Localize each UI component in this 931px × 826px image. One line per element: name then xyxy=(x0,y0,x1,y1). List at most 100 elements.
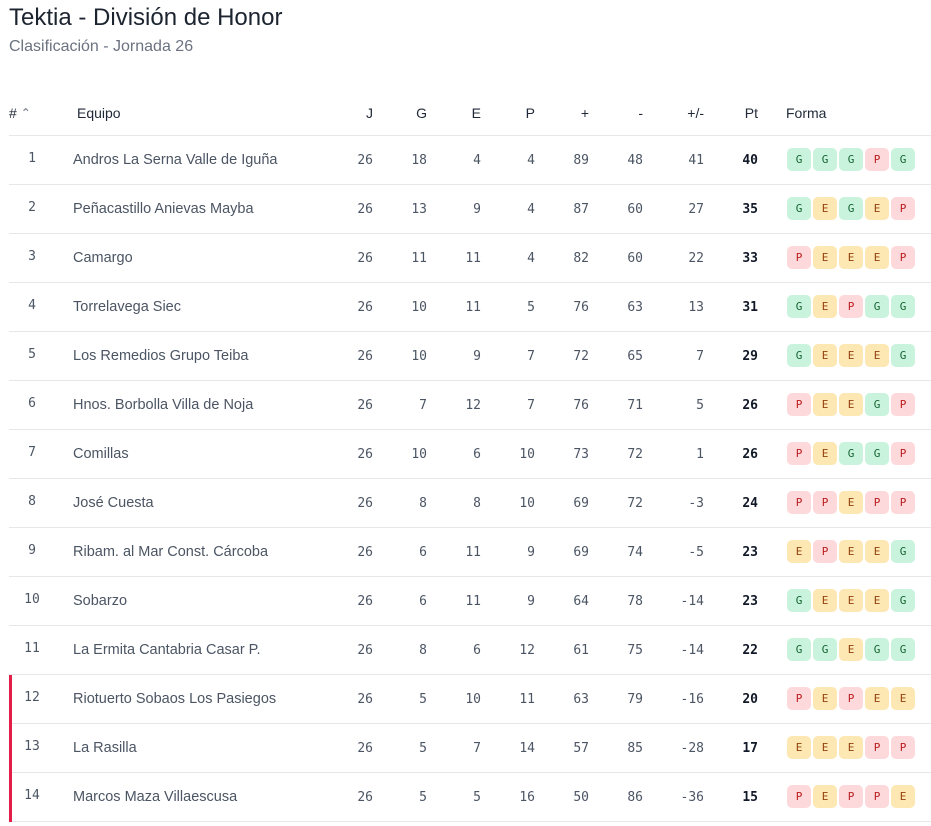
points-cell: 31 xyxy=(742,300,758,315)
lost-cell: 9 xyxy=(527,594,535,609)
form-badge: G xyxy=(787,638,811,661)
team-name[interactable]: Torrelavega Siec xyxy=(73,299,181,315)
table-row[interactable]: 8 José Cuesta 26 8 8 10 69 72 -3 24 P P E P P xyxy=(9,479,931,528)
table-header: # ⌃ Equipo J G E P + - +/- Pt Forma xyxy=(9,90,931,136)
team-name[interactable]: Andros La Serna Valle de Iguña xyxy=(73,152,278,168)
played-cell: 26 xyxy=(357,398,373,413)
form-badge: E xyxy=(787,540,811,563)
team-name[interactable]: Camargo xyxy=(73,250,133,266)
table-row[interactable]: 5 Los Remedios Grupo Teiba 26 10 9 7 72 65 7 29 G E… xyxy=(9,332,931,381)
table-row[interactable]: 14 Marcos Maza Villaescusa 26 5 5 16 50 86 -36 15… xyxy=(9,773,931,822)
team-name[interactable]: La Rasilla xyxy=(73,740,137,756)
table-row[interactable]: 2 Peñacastillo Anievas Mayba 26 13 9 4 87 60 27 3… xyxy=(9,185,931,234)
chevron-up-icon[interactable]: ⌃ xyxy=(20,106,31,120)
team-name[interactable]: Sobarzo xyxy=(73,593,128,609)
table-row[interactable]: 13 La Rasilla 26 5 7 14 57 85 -28 17 E E E P P xyxy=(9,724,931,773)
team-name[interactable]: Los Remedios Grupo Teiba xyxy=(73,348,249,364)
form-badge: P xyxy=(787,442,811,465)
form-badge: G xyxy=(865,442,889,465)
points-cell: 15 xyxy=(742,790,758,805)
table-row[interactable]: 9 Ribam. al Mar Const. Cárcoba 26 6 11 9 69 74 -… xyxy=(9,528,931,577)
form-badge: E xyxy=(839,393,863,416)
team-name[interactable]: Ribam. al Mar Const. Cárcoba xyxy=(73,544,269,560)
won-cell: 18 xyxy=(411,153,427,168)
goals-for-cell: 57 xyxy=(573,741,589,756)
table-row[interactable]: 6 Hnos. Borbolla Villa de Noja 26 7 12 7 76 71 5… xyxy=(9,381,931,430)
points-cell: 29 xyxy=(742,349,758,364)
standings-table: # ⌃ Equipo J G E P + - +/- Pt Forma 1 Andr… xyxy=(9,90,931,822)
position-cell: 10 xyxy=(24,592,40,607)
column-header-goals-for[interactable]: + xyxy=(580,105,589,121)
column-header-won[interactable]: G xyxy=(416,105,427,121)
table-row[interactable]: 3 Camargo 26 11 11 4 82 60 22 33 P E E E P xyxy=(9,234,931,283)
points-cell: 23 xyxy=(742,594,758,609)
table-row[interactable]: 7 Comillas 26 10 6 10 73 72 1 26 P E G G P xyxy=(9,430,931,479)
goals-against-cell: 60 xyxy=(627,251,643,266)
goal-diff-cell: -3 xyxy=(688,496,704,511)
drawn-cell: 9 xyxy=(473,349,481,364)
lost-cell: 11 xyxy=(519,692,535,707)
table-row[interactable]: 1 Andros La Serna Valle de Iguña 26 18 4 4 89 4… xyxy=(9,136,931,185)
team-name[interactable]: Comillas xyxy=(73,446,129,462)
column-header-goal-diff[interactable]: +/- xyxy=(687,105,704,121)
form-badge: G xyxy=(891,540,915,563)
column-header-points[interactable]: Pt xyxy=(744,105,758,121)
played-cell: 26 xyxy=(357,496,373,511)
form-badge: G xyxy=(787,589,811,612)
won-cell: 6 xyxy=(419,594,427,609)
form-badge: E xyxy=(891,687,915,710)
played-cell: 26 xyxy=(357,692,373,707)
column-header-played[interactable]: J xyxy=(366,105,373,121)
team-name[interactable]: Marcos Maza Villaescusa xyxy=(73,789,238,805)
table-row[interactable]: 12 Riotuerto Sobaos Los Pasiegos 26 5 10 11 63… xyxy=(9,675,931,724)
form-badge: P xyxy=(865,785,889,808)
column-header-lost[interactable]: P xyxy=(525,105,535,121)
column-header-team[interactable]: Equipo xyxy=(77,105,121,121)
team-name[interactable]: La Ermita Cantabria Casar P. xyxy=(73,642,261,658)
points-cell: 33 xyxy=(742,251,758,266)
form-badge: P xyxy=(891,246,915,269)
form-badge: P xyxy=(813,491,837,514)
played-cell: 26 xyxy=(357,594,373,609)
drawn-cell: 11 xyxy=(465,300,481,315)
table-row[interactable]: 11 La Ermita Cantabria Casar P. 26 8 6 12 61 75… xyxy=(9,626,931,675)
drawn-cell: 11 xyxy=(465,545,481,560)
form-badge: P xyxy=(891,491,915,514)
table-row[interactable]: 4 Torrelavega Siec 26 10 11 5 76 63 13 31 G E P G G xyxy=(9,283,931,332)
form-badge: G xyxy=(891,638,915,661)
goals-for-cell: 61 xyxy=(573,643,589,658)
goal-diff-cell: 22 xyxy=(688,251,704,266)
column-header-position[interactable]: # ⌃ xyxy=(9,90,31,135)
position-cell: 7 xyxy=(28,445,36,460)
goals-for-cell: 87 xyxy=(573,202,589,217)
won-cell: 6 xyxy=(419,545,427,560)
position-cell: 13 xyxy=(24,739,40,754)
points-cell: 24 xyxy=(742,496,758,511)
drawn-cell: 6 xyxy=(473,643,481,658)
form-badge: E xyxy=(891,785,915,808)
column-header-drawn[interactable]: E xyxy=(471,105,481,121)
goal-diff-cell: 7 xyxy=(696,349,704,364)
team-name[interactable]: Peñacastillo Anievas Mayba xyxy=(73,201,254,217)
lost-cell: 16 xyxy=(519,790,535,805)
column-header-goals-against[interactable]: - xyxy=(638,105,643,121)
form-badge: P xyxy=(787,393,811,416)
team-name[interactable]: Riotuerto Sobaos Los Pasiegos xyxy=(73,691,277,707)
form-badge: E xyxy=(865,540,889,563)
form-badge: P xyxy=(813,540,837,563)
drawn-cell: 8 xyxy=(473,496,481,511)
form-badge: E xyxy=(813,687,837,710)
team-name[interactable]: Hnos. Borbolla Villa de Noja xyxy=(73,397,254,413)
table-row[interactable]: 10 Sobarzo 26 6 11 9 64 78 -14 23 G E E E G xyxy=(9,577,931,626)
position-cell: 1 xyxy=(28,151,36,166)
lost-cell: 9 xyxy=(527,545,535,560)
team-name[interactable]: José Cuesta xyxy=(73,495,154,511)
goals-against-cell: 72 xyxy=(627,496,643,511)
goals-against-cell: 48 xyxy=(627,153,643,168)
